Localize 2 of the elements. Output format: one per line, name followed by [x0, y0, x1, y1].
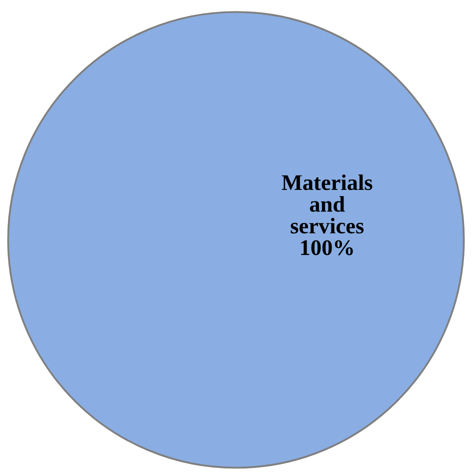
slice-label: Materials and services [282, 174, 372, 234]
data-label: 100% [301, 240, 353, 256]
